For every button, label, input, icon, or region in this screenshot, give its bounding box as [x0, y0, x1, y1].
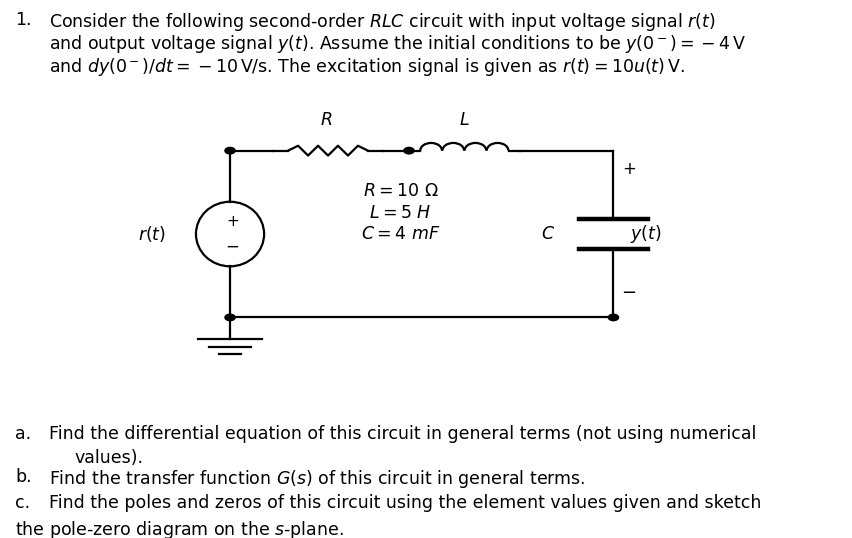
- Circle shape: [404, 147, 414, 154]
- Text: $r(t)$: $r(t)$: [138, 224, 166, 244]
- Text: Consider the following second-order $\mathit{RLC}$ circuit with input voltage si: Consider the following second-order $\ma…: [49, 11, 717, 33]
- Text: $y(t)$: $y(t)$: [630, 223, 662, 245]
- Text: b.: b.: [15, 468, 32, 486]
- Text: L: L: [459, 111, 469, 129]
- Text: values).: values).: [75, 449, 144, 466]
- Text: Find the differential equation of this circuit in general terms (not using numer: Find the differential equation of this c…: [49, 425, 757, 443]
- Text: c.: c.: [15, 494, 31, 512]
- Text: the pole-zero diagram on the $\mathit{s}$-plane.: the pole-zero diagram on the $\mathit{s}…: [15, 519, 344, 538]
- Text: and output voltage signal $\mathit{y}(\mathit{t})$. Assume the initial condition: and output voltage signal $\mathit{y}(\m…: [49, 33, 747, 55]
- Text: +: +: [622, 160, 636, 179]
- Text: R: R: [320, 111, 332, 129]
- Text: a.: a.: [15, 425, 32, 443]
- Text: $C = 4\ mF$: $C = 4\ mF$: [360, 225, 440, 243]
- Text: and $\mathit{dy}(0^-)/\mathit{dt}=-10\,\mathrm{V/s}$. The excitation signal is g: and $\mathit{dy}(0^-)/\mathit{dt}=-10\,\…: [49, 56, 685, 78]
- Text: $R = 10\ \Omega$: $R = 10\ \Omega$: [363, 182, 438, 200]
- Text: Find the transfer function $\mathit{G}(\mathit{s})$ of this circuit in general t: Find the transfer function $\mathit{G}(\…: [49, 468, 586, 490]
- Text: −: −: [621, 284, 636, 302]
- Text: $L = 5\ H$: $L = 5\ H$: [369, 203, 432, 222]
- Circle shape: [608, 314, 619, 321]
- Text: C: C: [542, 225, 554, 243]
- Text: Find the poles and zeros of this circuit using the element values given and sket: Find the poles and zeros of this circuit…: [49, 494, 762, 512]
- Text: 1.: 1.: [15, 11, 32, 29]
- Circle shape: [225, 147, 235, 154]
- Text: −: −: [226, 237, 239, 256]
- Circle shape: [225, 314, 235, 321]
- Text: +: +: [227, 214, 239, 229]
